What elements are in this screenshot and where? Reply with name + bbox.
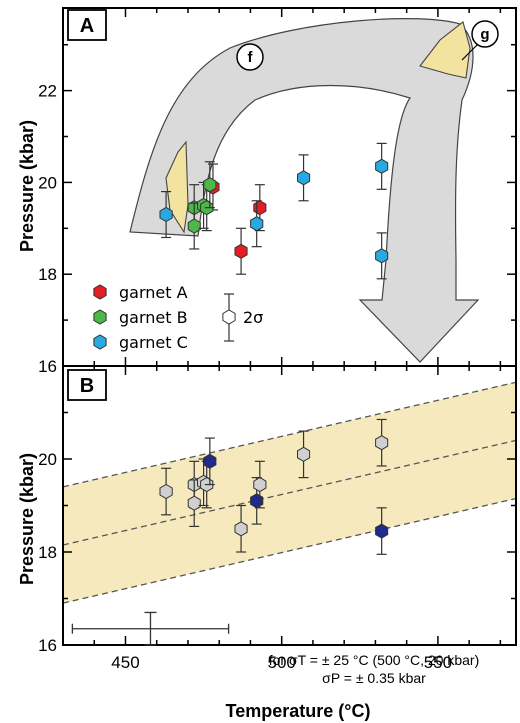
regression-line (62, 439, 517, 546)
panel-b-letter: B (80, 375, 94, 397)
x-tick-label: 500 (268, 653, 296, 672)
panel-b-letter-box (67, 369, 107, 401)
label-f-circle (236, 43, 264, 71)
panel-a-letter: A (80, 15, 94, 37)
field-g (419, 21, 471, 79)
data-point (375, 248, 389, 264)
field-f-arrow (129, 18, 480, 363)
data-point (159, 483, 173, 500)
data-point (234, 521, 248, 537)
regression-band (62, 381, 517, 604)
legend-swatch (93, 309, 107, 325)
x-tick-label: 550 (424, 653, 452, 672)
data-point (203, 453, 217, 469)
panel-a-marks (159, 142, 389, 280)
y-tick-label: 18 (38, 265, 57, 284)
data-point (375, 158, 389, 174)
y-tick-label: 20 (38, 173, 57, 192)
axes: 16 18 20 22 16 18 20 450 500 550 (38, 7, 517, 672)
note-error-cross (71, 611, 230, 646)
x-tick-label: 450 (111, 653, 139, 672)
data-point (253, 477, 267, 493)
legend-label: garnet C (119, 333, 188, 352)
y-tick-label: 20 (38, 450, 57, 469)
data-point (250, 216, 264, 232)
y-tick-label: 22 (38, 82, 57, 101)
data-point (203, 177, 217, 193)
data-point (253, 200, 267, 216)
data-point (297, 446, 311, 462)
panel-b-marks (159, 418, 389, 555)
data-point (159, 206, 173, 223)
legend: garnet A garnet B garnet C 2σ (93, 283, 263, 352)
legend-label: garnet A (119, 283, 188, 302)
label-f: f (248, 49, 254, 66)
y-axis-title-b: Pressure (kbar) (17, 453, 37, 585)
label-g: g (480, 26, 489, 43)
data-point (297, 170, 311, 186)
data-point (375, 523, 389, 539)
legend-swatch (93, 284, 107, 300)
y-axis-title-a: Pressure (kbar) (17, 120, 37, 252)
label-g-circle (471, 20, 499, 48)
data-point (234, 243, 248, 259)
note-line-1: for σT = ± 25 °C (500 °C, 20 kbar) (269, 652, 480, 668)
data-point (375, 435, 389, 451)
data-point (187, 218, 201, 234)
legend-label: garnet B (119, 308, 188, 327)
y-tick-label: 16 (38, 636, 57, 655)
panel-a-letter-box (67, 9, 107, 41)
legend-swatch (93, 334, 107, 350)
x-axis-title: Temperature (°C) (226, 701, 371, 721)
legend-error-swatch (222, 309, 236, 325)
band-upper-line (62, 381, 517, 488)
panel-a: f g (129, 18, 499, 363)
legend-error-label: 2σ (243, 308, 263, 327)
band-lower-line (62, 497, 517, 604)
note-line-2: σP = ± 0.35 kbar (322, 670, 426, 686)
y-tick-label: 18 (38, 543, 57, 562)
data-point (250, 493, 264, 509)
y-tick-label: 16 (38, 357, 57, 376)
data-point (187, 495, 201, 511)
